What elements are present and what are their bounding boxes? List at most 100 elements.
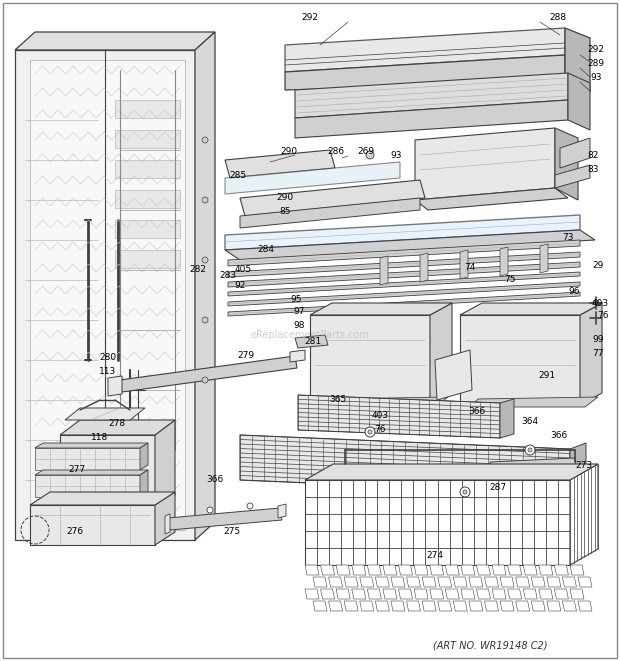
Polygon shape [484, 577, 498, 587]
Text: 288: 288 [549, 13, 567, 22]
Polygon shape [500, 601, 514, 611]
Polygon shape [460, 303, 602, 315]
Text: 85: 85 [279, 208, 291, 217]
Polygon shape [285, 55, 565, 90]
Polygon shape [290, 350, 305, 362]
Polygon shape [60, 420, 175, 435]
Text: 290: 290 [280, 147, 298, 155]
Polygon shape [140, 470, 148, 497]
Polygon shape [313, 601, 327, 611]
Polygon shape [508, 589, 521, 599]
Polygon shape [445, 589, 459, 599]
Polygon shape [568, 73, 590, 130]
Polygon shape [570, 565, 584, 575]
Polygon shape [60, 435, 155, 510]
Polygon shape [547, 577, 561, 587]
Text: 93: 93 [590, 73, 602, 83]
Circle shape [463, 490, 467, 494]
Polygon shape [278, 504, 286, 518]
Text: 75: 75 [504, 274, 516, 284]
Polygon shape [560, 138, 590, 168]
Polygon shape [438, 601, 452, 611]
Polygon shape [438, 577, 452, 587]
Polygon shape [228, 262, 580, 287]
Polygon shape [565, 28, 590, 92]
Polygon shape [313, 577, 327, 587]
Polygon shape [35, 448, 140, 470]
Text: 74: 74 [464, 264, 476, 272]
Text: 366: 366 [206, 475, 224, 483]
Polygon shape [310, 315, 430, 405]
Polygon shape [155, 492, 175, 545]
Text: 292: 292 [301, 13, 319, 22]
Polygon shape [336, 565, 350, 575]
Polygon shape [453, 577, 467, 587]
Text: 289: 289 [587, 59, 604, 69]
Text: 99: 99 [592, 334, 604, 344]
Text: 286: 286 [327, 147, 345, 155]
Polygon shape [578, 577, 592, 587]
Polygon shape [140, 443, 148, 470]
Polygon shape [445, 565, 459, 575]
Polygon shape [477, 565, 490, 575]
Text: 284: 284 [257, 245, 275, 254]
Polygon shape [453, 601, 467, 611]
Text: 118: 118 [91, 432, 108, 442]
Circle shape [202, 197, 208, 203]
Polygon shape [30, 505, 155, 545]
Text: 82: 82 [587, 151, 599, 159]
Polygon shape [407, 601, 420, 611]
Polygon shape [285, 28, 565, 72]
Polygon shape [155, 420, 175, 510]
Text: 76: 76 [597, 311, 609, 321]
Circle shape [593, 315, 599, 321]
Text: 403: 403 [371, 410, 389, 420]
Text: 274: 274 [427, 551, 443, 559]
Polygon shape [35, 475, 140, 497]
Polygon shape [228, 292, 580, 316]
Text: 282: 282 [190, 266, 206, 274]
Text: 364: 364 [521, 418, 539, 426]
Polygon shape [380, 256, 388, 285]
Polygon shape [383, 589, 397, 599]
Text: 73: 73 [562, 233, 574, 241]
Circle shape [207, 507, 213, 513]
Polygon shape [65, 408, 145, 420]
Polygon shape [399, 565, 412, 575]
Text: 366: 366 [468, 407, 485, 416]
Text: 292: 292 [588, 46, 604, 54]
Text: 113: 113 [99, 368, 117, 377]
Polygon shape [470, 397, 598, 407]
Text: 83: 83 [587, 165, 599, 173]
Text: 287: 287 [489, 483, 507, 492]
Polygon shape [391, 601, 405, 611]
Circle shape [202, 377, 208, 383]
Polygon shape [108, 376, 122, 396]
Text: 366: 366 [551, 430, 568, 440]
Circle shape [202, 317, 208, 323]
Polygon shape [344, 577, 358, 587]
Text: 365: 365 [329, 395, 347, 405]
Polygon shape [228, 240, 580, 266]
Polygon shape [368, 565, 381, 575]
Polygon shape [516, 601, 529, 611]
Polygon shape [540, 244, 548, 273]
Polygon shape [225, 215, 580, 250]
Polygon shape [225, 230, 595, 260]
Polygon shape [554, 565, 569, 575]
Polygon shape [375, 601, 389, 611]
Polygon shape [360, 577, 374, 587]
Polygon shape [310, 303, 452, 315]
Circle shape [202, 137, 208, 143]
Circle shape [368, 430, 372, 434]
Polygon shape [30, 492, 175, 505]
Text: 273: 273 [575, 461, 593, 471]
Polygon shape [469, 577, 483, 587]
Polygon shape [295, 100, 568, 138]
Circle shape [366, 151, 374, 159]
Polygon shape [305, 589, 319, 599]
Polygon shape [555, 165, 590, 188]
Polygon shape [531, 601, 545, 611]
Polygon shape [554, 589, 569, 599]
Polygon shape [240, 198, 420, 228]
